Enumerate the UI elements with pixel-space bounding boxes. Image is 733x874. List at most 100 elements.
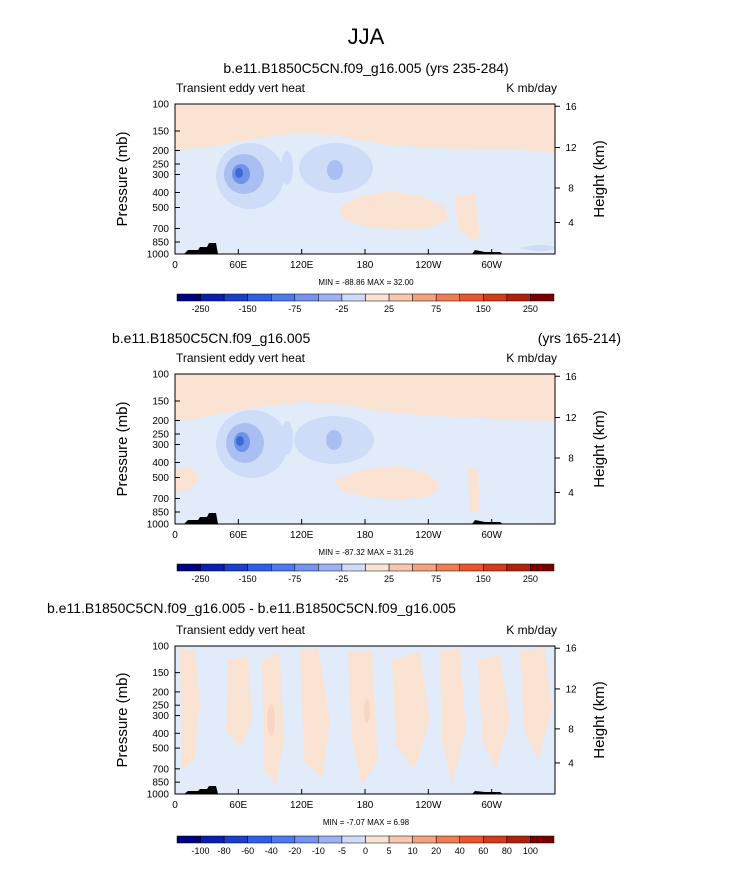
colorbar-label: 10 — [408, 846, 418, 856]
panel-3-topography-tibet — [184, 786, 218, 794]
panel-2-second-core-inner — [326, 430, 342, 450]
panel-3-y2label: Height (km) — [591, 681, 608, 759]
y-tick-label: 1000 — [147, 790, 170, 801]
x-tick-label: 60W — [481, 530, 502, 541]
y-tick-label: 250 — [152, 430, 169, 441]
panel-2-positive-lobe — [335, 466, 440, 500]
colorbar-label: -150 — [239, 304, 257, 314]
panel-2-left-string: Transient eddy vert heat — [176, 351, 306, 365]
y2-tick-label: 4 — [568, 488, 574, 499]
panel-1-positive-lobe-east — [455, 194, 480, 240]
x-tick-label: 120E — [290, 260, 314, 271]
panel-3-left-string: Transient eddy vert heat — [176, 623, 306, 637]
panel-1-blue-streak — [520, 245, 555, 251]
colorbar-box — [271, 563, 296, 572]
panel-1-title: b.e11.B1850C5CN.f09_g16.005 (yrs 235-284… — [223, 60, 508, 76]
panel-1-plot — [174, 103, 556, 255]
x-tick-label: 120E — [290, 530, 314, 541]
panel-2-positive-lobe-west — [175, 466, 200, 492]
y2-tick-label: 12 — [565, 143, 577, 154]
colorbar-box — [435, 835, 460, 844]
colorbar-label: -150 — [239, 574, 257, 584]
colorbar-label: 75 — [431, 304, 441, 314]
panel-3-right-string: K mb/day — [506, 623, 557, 637]
panel-3-pos-band-5 — [348, 650, 378, 785]
colorbar-label: 150 — [476, 304, 491, 314]
panel-3-topography-andes — [472, 791, 503, 794]
colorbar-box — [365, 563, 390, 572]
x-tick-label: 120W — [415, 800, 442, 811]
panel-2-colorbar: -250 -150 -75 -25 25 75 150 250 — [176, 563, 555, 584]
panel-3: b.e11.B1850C5CN.f09_g16.005 - b.e11.B185… — [47, 600, 608, 856]
colorbar-box — [247, 293, 272, 302]
colorbar-box — [412, 563, 437, 572]
panel-1-second-core-inner — [327, 160, 343, 180]
panel-1-stats: MIN = -88.86 MAX = 32.00 — [318, 278, 414, 287]
x-tick-label: 60W — [481, 260, 502, 271]
panel-1-ylabel: Pressure (mb) — [114, 131, 131, 226]
y-tick-label: 1000 — [147, 520, 170, 531]
panel-3-title: b.e11.B1850C5CN.f09_g16.005 - b.e11.B185… — [47, 600, 456, 616]
y-tick-label: 300 — [152, 170, 169, 181]
y-tick-label: 850 — [152, 508, 169, 519]
colorbar-box — [341, 563, 366, 572]
colorbar-box — [365, 835, 390, 844]
panel-2-title-years: (yrs 165-214) — [538, 330, 621, 346]
panel-3-pos-band-1 — [180, 650, 200, 770]
colorbar-label: -100 — [192, 846, 210, 856]
colorbar-box — [176, 563, 201, 572]
colorbar-box — [318, 293, 343, 302]
panel-3-pos-band-9 — [520, 648, 552, 760]
y2-tick-label: 12 — [565, 413, 577, 424]
colorbar-box — [365, 293, 390, 302]
panel-2-plot — [174, 373, 556, 525]
colorbar-box — [247, 563, 272, 572]
y2-tick-label: 8 — [568, 454, 574, 465]
colorbar-label: 100 — [523, 846, 538, 856]
panel-1-core-peak — [235, 168, 243, 178]
panel-2-small-core — [281, 421, 293, 455]
colorbar-label: -10 — [312, 846, 325, 856]
colorbar-box — [506, 835, 531, 844]
y2-tick-label: 12 — [565, 684, 577, 695]
panel-1-left-string: Transient eddy vert heat — [176, 81, 306, 95]
x-tick-label: 120W — [415, 260, 442, 271]
colorbar-box — [200, 563, 225, 572]
x-tick-label: 60E — [229, 800, 247, 811]
colorbar-box — [435, 563, 460, 572]
colorbar-box — [223, 835, 248, 844]
panel-2-positive-lobe-east — [468, 468, 480, 512]
colorbar-label: -75 — [288, 304, 301, 314]
colorbar-label: -250 — [192, 304, 210, 314]
y-tick-label: 850 — [152, 238, 169, 249]
colorbar-box — [459, 835, 484, 844]
y-tick-label: 400 — [152, 458, 169, 469]
y-tick-label: 150 — [152, 668, 169, 679]
panel-1: b.e11.B1850C5CN.f09_g16.005 (yrs 235-284… — [114, 60, 608, 314]
colorbar-label: 150 — [476, 574, 491, 584]
panel-3-pos-band-4 — [300, 648, 330, 780]
panel-2-topography-tibet — [184, 513, 218, 524]
colorbar-box — [294, 563, 319, 572]
panel-1-colorbar: -250 -150 -75 -25 25 75 150 250 — [176, 293, 555, 314]
x-tick-label: 120E — [290, 800, 314, 811]
colorbar-box — [506, 293, 531, 302]
colorbar-box — [247, 835, 272, 844]
x-tick-label: 60W — [481, 800, 502, 811]
colorbar-label: 40 — [455, 846, 465, 856]
panel-3-plot — [174, 645, 556, 795]
y2-tick-label: 8 — [568, 724, 574, 735]
colorbar-box — [483, 563, 508, 572]
x-tick-label: 180 — [357, 260, 374, 271]
y-tick-label: 100 — [152, 642, 169, 653]
colorbar-box — [530, 563, 555, 572]
colorbar-label: 25 — [384, 304, 394, 314]
colorbar-label: -20 — [288, 846, 301, 856]
y-tick-label: 700 — [152, 224, 169, 235]
x-tick-label: 180 — [357, 800, 374, 811]
y-tick-label: 500 — [152, 744, 169, 755]
panel-3-stats: MIN = -7.07 MAX = 6.98 — [323, 818, 410, 827]
panel-3-pos-band-7 — [440, 648, 466, 785]
panel-2-right-string: K mb/day — [506, 351, 557, 365]
